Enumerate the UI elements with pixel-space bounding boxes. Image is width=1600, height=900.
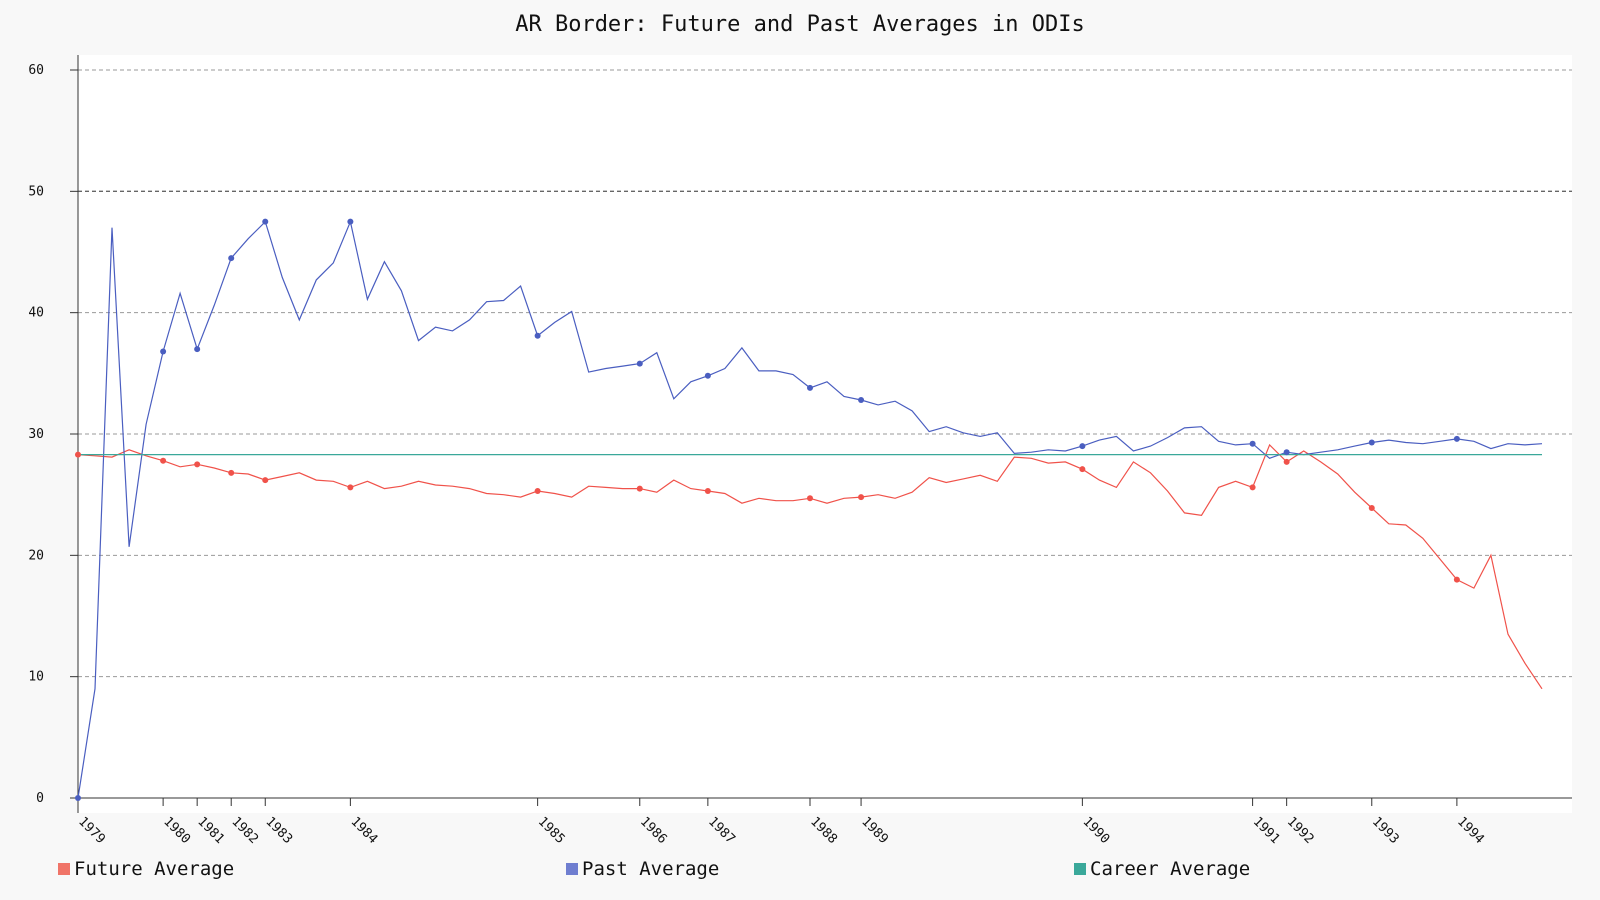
data-point-past-average	[347, 218, 354, 225]
data-point-future-average	[534, 488, 541, 495]
x-tick-label: 1988	[807, 814, 840, 847]
data-point-past-average	[160, 348, 167, 355]
data-point-past-average	[1079, 443, 1086, 450]
x-tick-label: 1987	[705, 814, 738, 847]
series-markers	[75, 218, 1460, 801]
legend-item-career-average[interactable]: Career Average	[1074, 858, 1250, 880]
data-point-past-average	[534, 332, 541, 339]
x-tick-label: 1984	[348, 814, 381, 847]
chart-title: AR Border: Future and Past Averages in O…	[515, 12, 1085, 37]
data-point-past-average	[75, 795, 81, 801]
data-point-past-average	[194, 346, 201, 353]
legend-label: Past Average	[582, 858, 720, 880]
data-point-future-average	[194, 461, 201, 468]
y-axis-ticks: 0 10 20 30 40 50 60	[28, 63, 78, 806]
data-point-future-average	[160, 457, 167, 464]
y-tick-label: 10	[28, 670, 44, 685]
x-tick-label: 1992	[1284, 814, 1317, 847]
legend-item-future-average[interactable]: Future Average	[58, 858, 234, 880]
legend-label: Career Average	[1090, 858, 1251, 880]
past-average-swatch	[566, 863, 578, 875]
data-point-past-average	[1368, 439, 1375, 446]
data-point-future-average	[75, 451, 81, 458]
x-tick-label: 1991	[1250, 814, 1283, 847]
y-tick-label: 20	[28, 548, 44, 563]
x-tick-label: 1980	[160, 814, 193, 847]
data-point-future-average	[347, 484, 354, 491]
x-tick-label: 1982	[228, 814, 261, 847]
legend-label: Future Average	[74, 858, 235, 880]
data-point-future-average	[1453, 576, 1460, 583]
legend-item-past-average[interactable]: Past Average	[566, 858, 719, 880]
data-point-future-average	[1283, 458, 1290, 465]
data-point-past-average	[704, 372, 711, 379]
data-point-past-average	[807, 384, 813, 391]
data-point-future-average	[1368, 505, 1375, 512]
data-point-future-average	[262, 477, 269, 484]
axes	[77, 55, 1572, 813]
x-tick-label: 1990	[1080, 814, 1113, 847]
y-tick-label: 40	[28, 306, 44, 321]
x-tick-label: 1994	[1454, 814, 1487, 847]
x-tick-label: 1983	[262, 814, 295, 847]
y-tick-label: 0	[36, 791, 44, 806]
x-tick-label: 1981	[194, 814, 227, 847]
x-tick-label: 1979	[75, 814, 108, 847]
data-point-past-average	[262, 218, 269, 225]
grid-lines	[78, 69, 1572, 678]
data-point-past-average	[228, 255, 235, 262]
data-point-future-average	[228, 469, 235, 476]
y-tick-label: 50	[28, 184, 44, 199]
data-point-future-average	[704, 488, 711, 495]
y-tick-label: 30	[28, 427, 44, 442]
data-point-past-average	[1453, 435, 1460, 442]
data-point-future-average	[807, 495, 813, 502]
x-tick-label: 1989	[858, 814, 891, 847]
data-point-future-average	[1079, 466, 1086, 473]
x-tick-label: 1986	[637, 814, 670, 847]
x-tick-label: 1985	[535, 814, 568, 847]
data-point-future-average	[636, 485, 643, 492]
data-point-past-average	[1249, 440, 1256, 447]
data-point-past-average	[1283, 449, 1290, 456]
data-point-future-average	[858, 494, 865, 501]
future-average-swatch	[58, 863, 70, 875]
data-point-past-average	[636, 360, 643, 367]
x-tick-label: 1993	[1369, 814, 1402, 847]
data-point-past-average	[858, 397, 865, 404]
y-tick-label: 60	[28, 63, 44, 78]
career-average-swatch	[1074, 863, 1086, 875]
data-point-future-average	[1249, 484, 1256, 491]
